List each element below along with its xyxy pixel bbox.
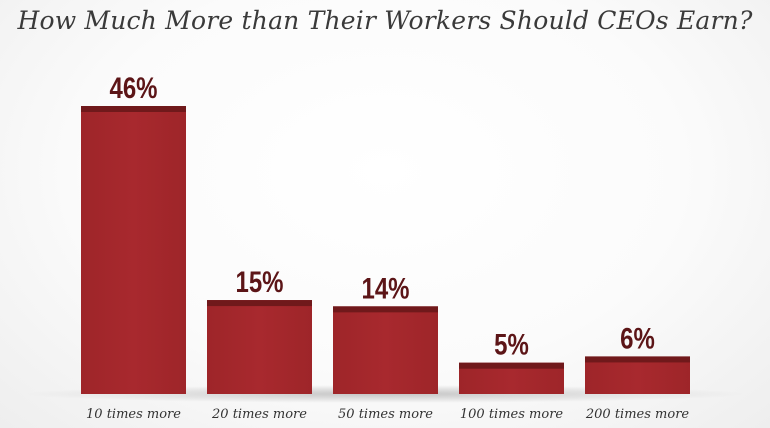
category-label-2: 20 times more bbox=[211, 407, 307, 422]
bar-cap-3 bbox=[333, 306, 438, 313]
value-label-1: 46% bbox=[109, 70, 157, 104]
value-label-5: 6% bbox=[620, 321, 655, 355]
bar-cap-2 bbox=[207, 300, 312, 307]
category-label-5: 200 times more bbox=[585, 407, 690, 422]
value-label-4: 5% bbox=[494, 327, 529, 361]
category-label-1: 10 times more bbox=[86, 407, 181, 422]
value-label-3: 14% bbox=[361, 271, 409, 305]
bar-cap-4 bbox=[459, 362, 564, 369]
bar-2 bbox=[207, 300, 312, 394]
category-label-4: 100 times more bbox=[460, 407, 564, 422]
bar-cap-1 bbox=[81, 106, 186, 112]
chart-title: How Much More than Their Workers Should … bbox=[17, 6, 753, 35]
bar-cap-5 bbox=[585, 356, 690, 363]
category-label-3: 50 times more bbox=[338, 407, 433, 422]
bar-3 bbox=[333, 306, 438, 394]
value-label-2: 15% bbox=[235, 264, 283, 298]
bar-5 bbox=[585, 356, 690, 394]
bar-1 bbox=[81, 106, 186, 394]
